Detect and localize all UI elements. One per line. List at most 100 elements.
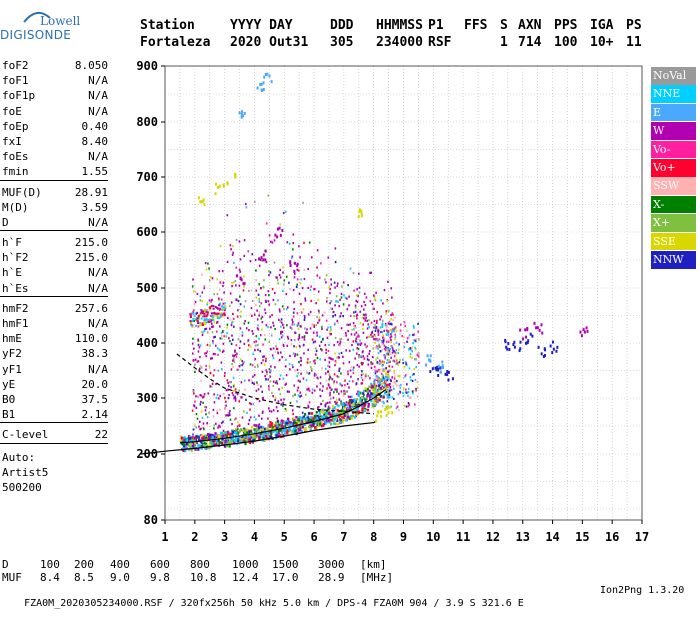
echo-point [239,276,242,280]
echo-point [268,340,271,343]
echo-point [230,321,233,324]
echo-point [252,402,255,406]
echo-point [383,329,385,332]
echo-point [218,435,221,439]
echo-point [380,361,383,364]
echo-point [324,422,327,426]
echo-point [387,333,390,336]
echo-point [203,393,206,396]
echo-point [370,395,373,399]
echo-point [204,322,207,325]
echo-point [302,423,305,427]
echo-point [363,357,366,360]
echo-point [226,214,229,217]
echo-point [368,350,371,353]
echo-point [390,345,393,348]
echo-point [365,296,368,299]
echo-point [197,314,200,317]
muf-value: 17.0 [272,571,299,584]
echo-point [425,363,428,367]
echo-point [353,399,356,403]
echo-point [284,424,287,428]
param-value: N/A [88,362,108,376]
echo-point [232,376,235,379]
echo-point [347,370,349,373]
echo-point [335,402,337,405]
echo-point [261,426,264,429]
echo-point [327,326,329,329]
echo-point [378,370,380,373]
param-row: foE N/A [0,104,112,119]
echo-point [307,416,310,420]
echo-point [388,369,391,373]
echo-point [197,343,200,347]
echo-point [439,366,442,370]
echo-point [232,338,234,341]
echo-point [339,315,342,318]
echo-point [202,331,204,334]
echo-point [326,328,328,331]
echo-point [286,335,289,338]
echo-point [231,362,233,366]
param-value: N/A [88,74,108,88]
echo-point [194,358,197,361]
echo-point [328,343,330,346]
echo-point [306,371,308,374]
echo-point [268,409,271,413]
echo-point [333,417,337,421]
echo-point [414,339,417,342]
echo-point [259,258,262,261]
echo-point [339,344,341,347]
echo-point [371,405,374,408]
echo-point [321,314,324,317]
echo-point [236,352,238,355]
echo-point [291,318,293,321]
echo-point [279,374,282,377]
echo-point [350,395,353,398]
echo-point [262,285,265,288]
echo-point [218,184,221,188]
echo-point [207,433,210,436]
echo-point [253,415,256,418]
echo-point [303,241,305,244]
echo-point [309,428,312,431]
echo-point [236,274,239,278]
echo-point [203,285,206,288]
echo-point [353,333,356,336]
echo-point [334,415,337,418]
echo-point [276,420,280,423]
echo-point [230,433,233,437]
echo-point [362,355,365,358]
echo-point [184,436,187,439]
echo-point [200,366,203,369]
echo-point [332,419,335,423]
echo-point [352,403,355,406]
echo-point [269,421,272,424]
echo-point [244,428,247,432]
echo-point [302,419,306,423]
echo-point [316,331,318,334]
echo-point [371,332,373,335]
echo-point [251,364,254,367]
echo-point [338,352,341,355]
echo-point [296,312,299,315]
echo-point [304,427,307,430]
echo-point [356,352,358,355]
echo-point [377,387,381,390]
echo-point [216,321,218,324]
echo-point [258,423,261,426]
echo-point [319,358,321,361]
echo-point [236,428,239,431]
echo-point [332,411,335,415]
echo-point [219,425,221,428]
echo-point [318,412,322,415]
echo-point [327,349,330,353]
echo-point [391,365,394,368]
echo-point [220,337,223,340]
lowell-digisonde-logo: Lowell DIGISONDE [0,8,110,48]
echo-point [408,367,411,370]
echo-point [354,310,357,313]
echo-point [342,303,345,306]
echo-point [202,440,205,443]
echo-point [280,419,283,423]
